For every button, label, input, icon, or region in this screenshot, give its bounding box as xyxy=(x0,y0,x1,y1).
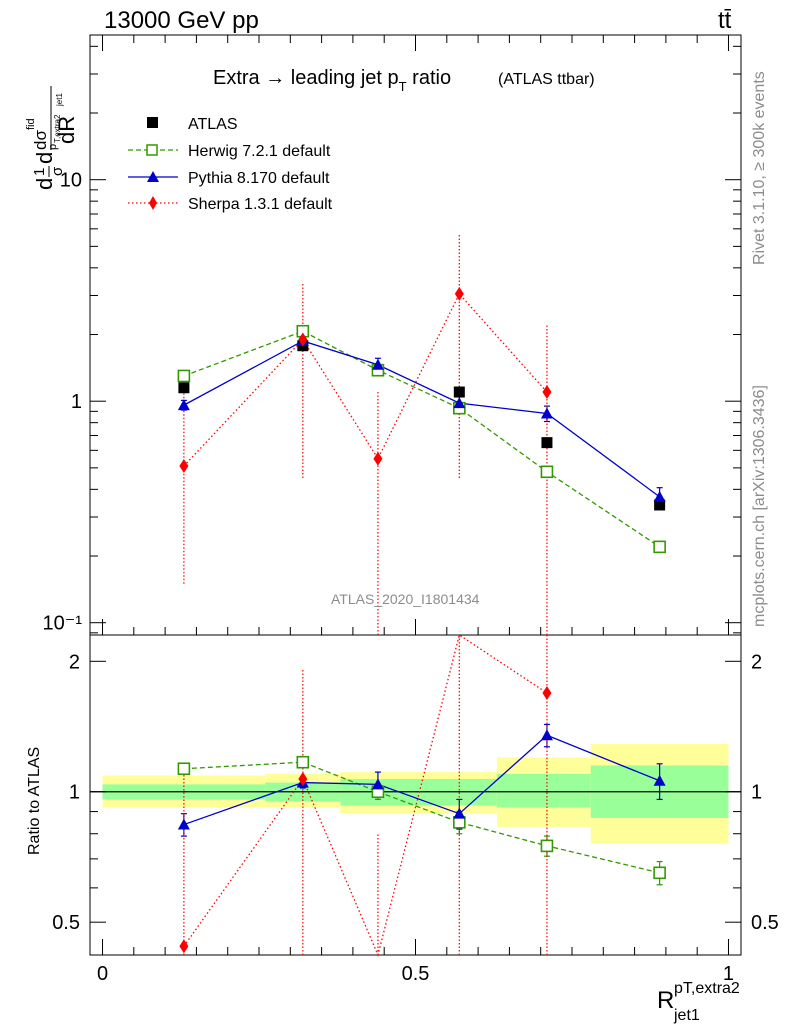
pythia-ratio-point xyxy=(371,778,384,790)
pythia-ratio-point xyxy=(177,818,190,830)
sherpa-upper-line xyxy=(183,292,548,467)
pythia-upper-point xyxy=(653,490,666,502)
ratio-ytick-label-left: 0.5 xyxy=(52,912,80,934)
band-inner-3 xyxy=(496,773,591,808)
energy-label: 13000 GeV pp xyxy=(104,7,259,34)
ratio-ytick-label-left: 1 xyxy=(69,782,80,804)
sherpa-ratio-point xyxy=(542,685,552,700)
pythia-ratio-point xyxy=(453,807,466,819)
herwig-ratio-point xyxy=(177,762,191,776)
svg-text:d: d xyxy=(32,178,57,190)
x-axis-label-sub: jet1 xyxy=(673,1007,700,1024)
sherpa-upper-point xyxy=(298,332,308,347)
svg-text:fid: fid xyxy=(25,118,37,130)
sherpa-upper-point xyxy=(179,458,189,473)
herwig-upper-point xyxy=(177,369,191,383)
svg-text:dR: dR xyxy=(54,116,79,144)
upper-y-axis-label: d 1 σ d dσ fid p T,extra2 jet1 dR xyxy=(25,86,79,190)
legend-label-pythia: Pythia 8.170 default xyxy=(188,170,330,187)
legend-label-sherpa: Sherpa 1.3.1 default xyxy=(188,196,333,213)
herwig-ratio-point xyxy=(653,866,666,880)
xtick-label: 1 xyxy=(723,963,734,985)
ratio-ytick-label-right: 1 xyxy=(751,782,762,804)
ratio-ytick-label-right: 0.5 xyxy=(751,912,779,934)
pythia-ratio-line xyxy=(183,734,660,826)
legend-label-herwig: Herwig 7.2.1 default xyxy=(188,143,331,160)
svg-text:jet1: jet1 xyxy=(55,93,64,107)
herwig-ratio-point xyxy=(540,839,554,853)
pythia-ratio-point xyxy=(540,729,553,741)
sherpa-ratio-point xyxy=(179,939,189,954)
legend-marker-atlas xyxy=(147,117,158,128)
pythia-upper-line xyxy=(183,340,661,498)
pythia-upper-point xyxy=(540,407,553,419)
upper-ytick-label: 10 xyxy=(60,170,82,192)
ratio-ytick-label-right: 2 xyxy=(751,651,762,673)
pythia-upper-point xyxy=(177,399,190,411)
rivet-label: Rivet 3.1.10, ≥ 300k events xyxy=(751,71,768,265)
sherpa-ratio-point xyxy=(298,772,308,787)
upper-ytick-label: 10⁻¹ xyxy=(43,613,83,635)
legend-label-atlas: ATLAS xyxy=(188,116,238,133)
herwig-ratio-point xyxy=(296,755,310,769)
pythia-upper-point xyxy=(453,397,466,409)
xtick-label: 0.5 xyxy=(402,963,430,985)
svg-text:1: 1 xyxy=(31,168,48,176)
atlas-point xyxy=(654,499,666,511)
upper-ytick-label: 1 xyxy=(71,391,82,413)
svg-text:σ: σ xyxy=(49,166,66,176)
herwig-ratio-line xyxy=(183,761,660,874)
herwig-upper-point xyxy=(653,540,666,554)
pythia-upper-point xyxy=(371,358,384,370)
mcplots-label: mcplots.cern.ch [arXiv:1306.3436] xyxy=(751,385,768,627)
sherpa-upper-point xyxy=(373,451,383,466)
svg-text:T,extra2: T,extra2 xyxy=(53,114,62,143)
atlas-point xyxy=(453,386,465,398)
data-series xyxy=(177,234,666,958)
sherpa-upper-point xyxy=(454,286,464,301)
legend: ATLAS Herwig 7.2.1 default Pythia 8.170 … xyxy=(128,116,333,213)
legend-marker-herwig xyxy=(146,144,158,156)
svg-text:d: d xyxy=(32,152,57,164)
ratio-ytick-label-left: 2 xyxy=(69,651,80,673)
legend-marker-pythia xyxy=(147,171,159,182)
chart-title-note: (ATLAS ttbar) xyxy=(498,71,595,88)
pythia-ratio-point xyxy=(653,774,666,786)
analysis-id: ATLAS_2020_I1801434 xyxy=(331,591,480,607)
xtick-label: 0 xyxy=(97,963,108,985)
svg-text:dσ: dσ xyxy=(31,130,50,150)
atlas-point xyxy=(541,437,553,449)
sherpa-upper-point xyxy=(542,385,552,400)
atlas-point xyxy=(178,382,190,394)
x-axis-label: R xyxy=(657,987,674,1014)
ratio-y-axis-label: Ratio to ATLAS xyxy=(26,747,43,855)
x-axis-label-sup: pT,extra2 xyxy=(674,980,740,997)
legend-marker-sherpa xyxy=(149,196,157,210)
svg-text:p: p xyxy=(47,144,59,150)
herwig-upper-point xyxy=(540,465,554,479)
herwig-upper-line xyxy=(183,330,660,548)
process-label: tt̄ xyxy=(718,7,732,34)
chart-title: Extra → leading jet pT ratio xyxy=(213,67,451,94)
axis-ticks: 10 1 10⁻¹ 2 2 1 1 0.5 0.5 0 0.5 1 xyxy=(43,35,779,985)
